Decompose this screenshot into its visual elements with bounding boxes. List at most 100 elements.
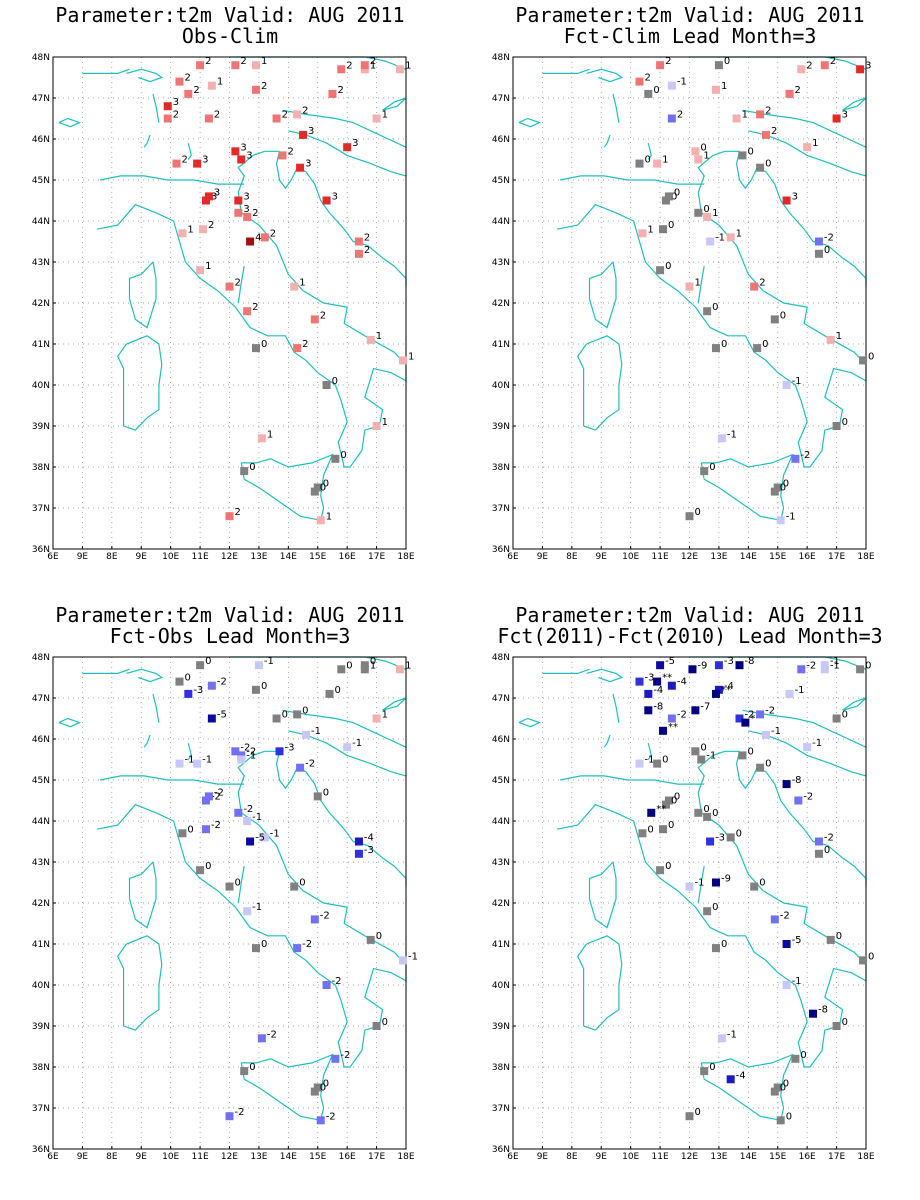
- station-value-label: 1: [712, 208, 718, 219]
- station-marker: [694, 208, 703, 217]
- station-value-label: 1: [217, 77, 223, 88]
- coastline: [647, 742, 652, 760]
- station-marker: [163, 114, 172, 123]
- station-value-label: 2: [214, 110, 220, 121]
- station-value-label: 0: [340, 450, 346, 461]
- stations: -5 -9 -3 -8 -2 -1-1 0-3 ** -4 -4**-4 -1-8 -7 -2-2 -2*…: [635, 656, 874, 1125]
- lat-tick-label: 44N: [32, 217, 50, 227]
- station-map: 6E 9E 8E 9E 10E 11E 12E 13E 14E 15E 16E 17E 18E 36N 37…: [492, 653, 875, 1162]
- coastline: [237, 265, 245, 304]
- coastline: [742, 709, 867, 748]
- coastline: [742, 109, 867, 148]
- station-value-label: 0: [842, 1017, 848, 1028]
- station-marker: [859, 356, 868, 365]
- station-value-label: 3: [173, 97, 179, 108]
- station-value-label: 0: [712, 808, 718, 819]
- station-marker: [343, 743, 352, 752]
- lon-tick-label: 18E: [857, 1152, 874, 1162]
- station-marker: [653, 159, 662, 168]
- coastline: [152, 693, 160, 723]
- station-value-label: 0: [783, 479, 789, 490]
- station-value-label: 1: [695, 278, 701, 289]
- lon-tick-label: 9E: [77, 552, 89, 562]
- station-value-label: -1: [246, 751, 256, 762]
- station-value-label: -1: [792, 976, 802, 987]
- station-marker: [254, 661, 263, 670]
- lat-tick-label: 48N: [492, 53, 510, 63]
- station-value-label: 2: [182, 155, 188, 166]
- station-value-label: 1: [703, 151, 709, 162]
- lon-tick-label: 11E: [652, 552, 669, 562]
- station-value-label: 0: [235, 878, 241, 889]
- station-marker: [859, 956, 868, 965]
- station-value-label: 3: [792, 192, 798, 203]
- station-value-label: 0: [868, 351, 874, 362]
- station-marker: [832, 1022, 841, 1030]
- station-value-label: -2: [824, 833, 834, 844]
- station-value-label: -3: [193, 685, 203, 696]
- station-value-label: 0: [668, 220, 674, 231]
- panel-title-line1: Parameter:t2m Valid: AUG 2011: [515, 3, 865, 27]
- panel-title-line1: Parameter:t2m Valid: AUG 2011: [55, 603, 405, 627]
- lon-tick-label: 13E: [250, 1152, 267, 1162]
- lat-tick-label: 46N: [492, 135, 510, 145]
- station-marker: [260, 833, 269, 842]
- station-marker: [685, 882, 694, 891]
- lon-tick-label: 13E: [710, 552, 727, 562]
- station-marker: [717, 434, 726, 443]
- station-marker: [234, 208, 243, 217]
- station-marker: [251, 685, 260, 694]
- station-marker: [782, 780, 791, 789]
- station-value-label: 0: [370, 656, 376, 667]
- station-marker: [700, 467, 709, 476]
- lat-tick-label: 47N: [492, 94, 510, 104]
- station-value-label: -1: [695, 878, 705, 889]
- station-value-label: -2: [765, 705, 775, 716]
- lon-tick-label: 9E: [537, 552, 549, 562]
- coastline: [99, 175, 245, 185]
- station-value-label: -1: [202, 755, 212, 766]
- lat-tick-label: 39N: [32, 1022, 50, 1032]
- station-marker: [372, 114, 381, 123]
- station-map: 6E 9E 8E 9E 10E 11E 12E 13E 14E 15E 16E 17E 18E 36N 37…: [32, 53, 415, 562]
- station-value-label: 1: [405, 60, 411, 71]
- station-marker: [243, 907, 252, 916]
- station-marker: [354, 837, 363, 846]
- station-marker: [251, 344, 260, 353]
- coastlines: [58, 656, 407, 1122]
- station-marker: [175, 677, 184, 686]
- lon-tick-label: 9E: [537, 1152, 549, 1162]
- station-marker: [372, 1022, 381, 1030]
- station-marker: [243, 817, 252, 825]
- station-value-label: 2: [235, 507, 241, 518]
- station-value-label: 0: [674, 187, 680, 198]
- station-value-label: -1: [727, 1029, 737, 1040]
- station-marker: [756, 163, 765, 172]
- lat-tick-label: 43N: [492, 858, 510, 868]
- lat-tick-label: 47N: [32, 694, 50, 704]
- station-marker: [322, 981, 331, 989]
- station-value-label: 1: [205, 261, 211, 272]
- station-marker: [354, 237, 363, 246]
- station-value-label: 1: [326, 511, 332, 522]
- coastline: [735, 151, 867, 287]
- coastline: [559, 775, 705, 785]
- station-value-label: 2: [644, 73, 650, 84]
- station-value-label: 0: [323, 1079, 329, 1090]
- station-marker: [773, 483, 782, 492]
- coastline: [518, 117, 542, 128]
- station-marker: [257, 1034, 266, 1043]
- lat-tick-label: 45N: [32, 176, 50, 186]
- station-marker: [820, 661, 829, 670]
- station-marker: [782, 381, 791, 389]
- station-value-label: 3: [308, 126, 314, 137]
- station-marker: [234, 196, 243, 205]
- station-marker: [688, 665, 697, 674]
- station-marker: [644, 706, 653, 715]
- station-value-label: 0: [644, 155, 650, 166]
- station-marker: [711, 344, 720, 353]
- station-marker: [656, 266, 665, 275]
- station-value-label: -2: [243, 804, 253, 815]
- station-marker: [322, 196, 331, 205]
- coastline: [275, 151, 407, 287]
